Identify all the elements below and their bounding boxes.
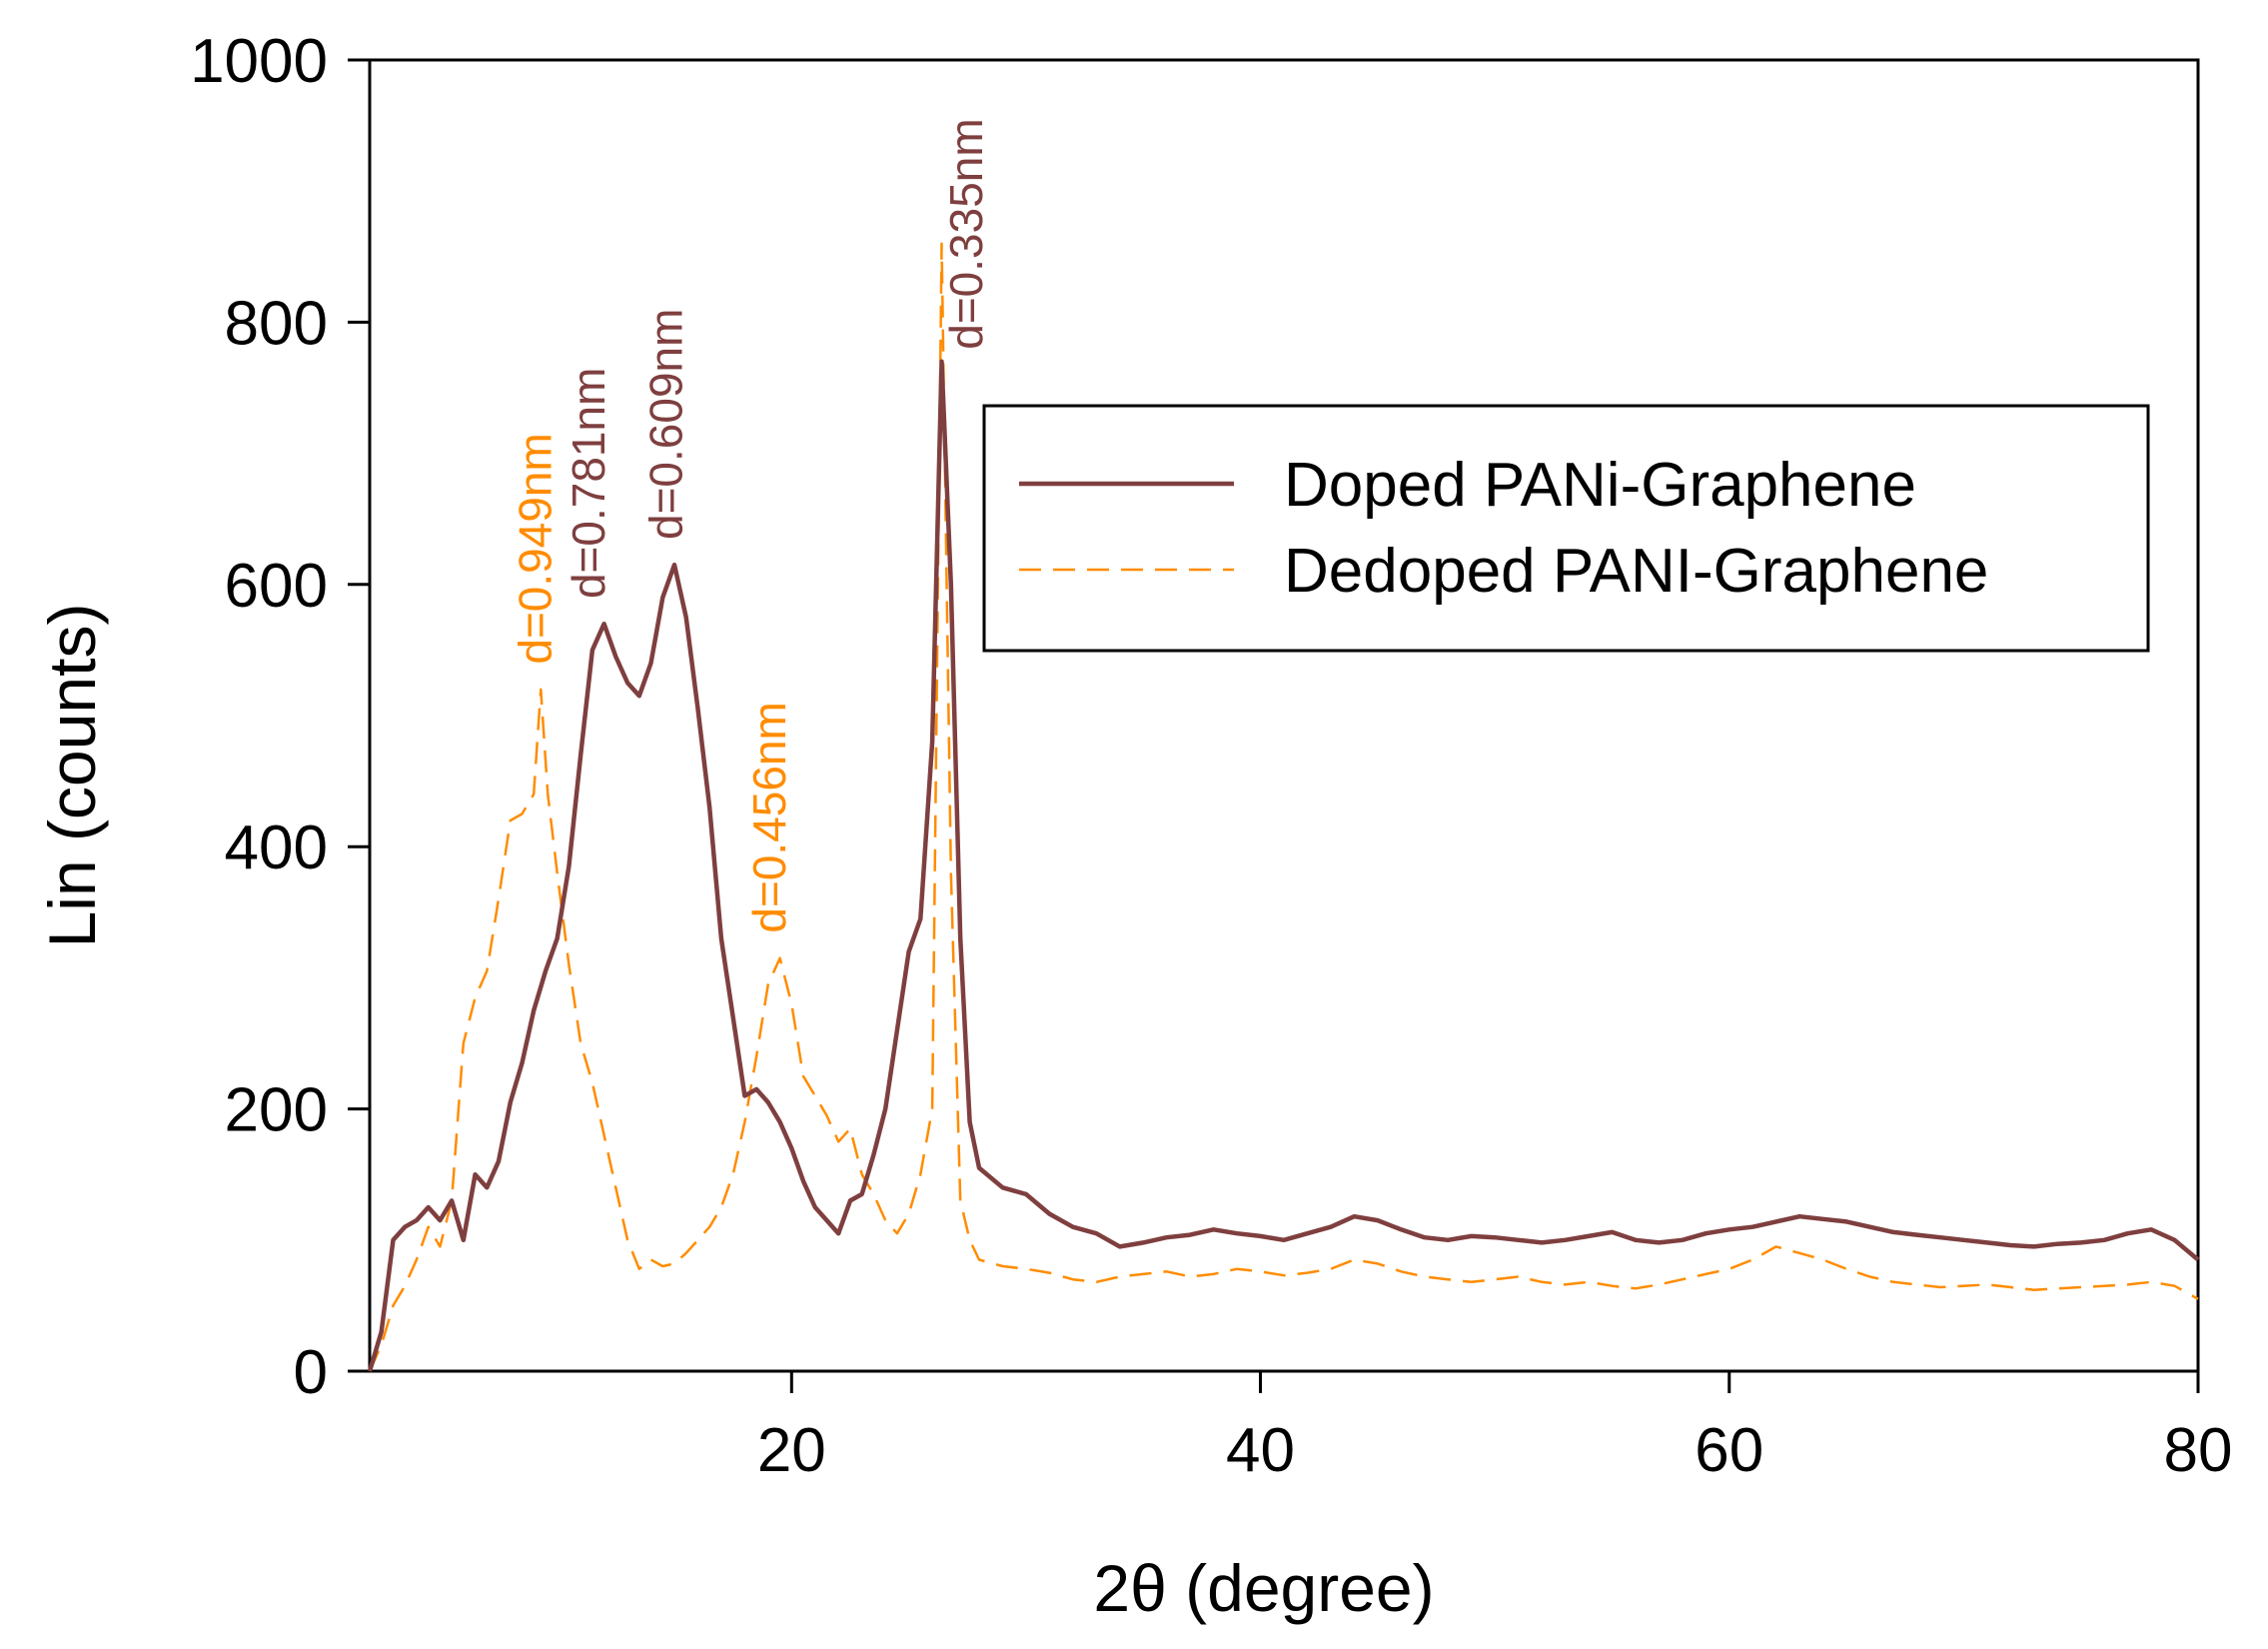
legend-label: Dedoped PANI-Graphene	[1284, 537, 1988, 606]
series-doped-line	[367, 359, 2200, 1372]
x-axis-title: 2θ (degree)	[1093, 1551, 1434, 1625]
peak-annotation: d=0.609nm	[640, 309, 692, 540]
y-tick-label: 800	[225, 289, 328, 358]
y-tick-label: 400	[225, 814, 328, 882]
y-tick-label: 200	[225, 1076, 328, 1145]
x-tick-label: 40	[1226, 1416, 1295, 1485]
y-tick-label: 1000	[190, 27, 328, 96]
x-tick-label: 80	[2164, 1416, 2233, 1485]
y-axis-title: Lin (counts)	[35, 604, 109, 948]
x-tick-label: 20	[757, 1416, 826, 1485]
legend-label: Doped PANi-Graphene	[1284, 451, 1916, 520]
plot-frame	[368, 58, 2200, 1373]
x-tick-label: 60	[1695, 1416, 1763, 1485]
peak-annotation: d=0.335nm	[940, 118, 992, 349]
peak-annotation: d=0.949nm	[509, 433, 561, 664]
series-dedoped-line	[368, 242, 2199, 1372]
y-tick-label: 0	[294, 1338, 328, 1407]
legend-box	[982, 404, 2150, 653]
y-tick-label: 600	[225, 552, 328, 621]
peak-annotation: d=0.781nm	[563, 368, 614, 599]
peak-annotation: d=0.456nm	[743, 702, 795, 932]
